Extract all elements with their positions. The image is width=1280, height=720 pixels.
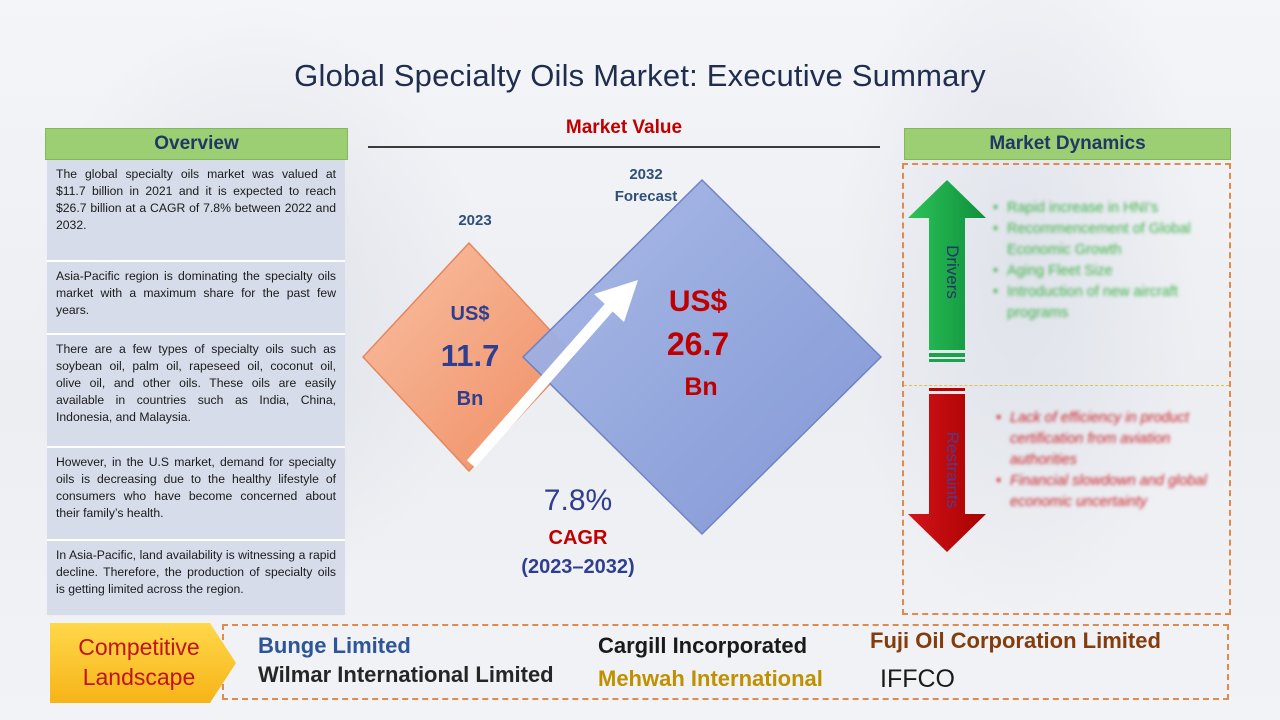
drivers-arrow — [908, 180, 986, 362]
restraints-label: Restraints — [943, 432, 962, 509]
company-name: Mehwah International — [598, 666, 823, 691]
market-value-heading: Market Value — [565, 117, 683, 138]
company-name: Fuji Oil Corporation Limited — [870, 628, 1161, 653]
driver-item: Introduction of new aircraft programs — [993, 282, 1213, 324]
overview-paragraph: Asia-Pacific region is dominating the sp… — [47, 262, 345, 335]
year-2023-label: 2023 — [458, 212, 492, 229]
company-name: Wilmar International Limited — [258, 662, 554, 687]
competitive-landscape-tag — [50, 623, 236, 703]
driver-item: Aging Fleet Size — [993, 261, 1213, 282]
blue-diamond — [521, 178, 883, 536]
company-name: IFFCO — [880, 665, 955, 693]
value-2032-unit: Bn — [684, 373, 718, 401]
value-2032-number: 26.7 — [666, 326, 730, 362]
restraints-arrow — [908, 388, 986, 552]
restraints-list: Lack of efficiency in product certificat… — [996, 408, 1216, 513]
driver-item: Rapid increase in HNI’s — [993, 198, 1213, 219]
overview-paragraph: In Asia-Pacific, land availability is wi… — [47, 541, 345, 615]
company-name: Bunge Limited — [258, 633, 411, 658]
growth-arrow-shaft — [466, 300, 617, 468]
value-2023-currency: US$ — [450, 303, 490, 325]
cl-label-line1: Competitive — [78, 634, 200, 660]
cl-label-line2: Landscape — [82, 664, 196, 690]
company-name: Cargill Incorporated — [598, 633, 808, 658]
market-dynamics-box — [902, 163, 1231, 615]
overview-paragraph: However, in the U.S market, demand for s… — [47, 448, 345, 541]
overview-heading: Overview — [45, 128, 348, 160]
competitive-landscape-label: Competitive Landscape — [50, 632, 228, 692]
restraint-item: Lack of efficiency in product certificat… — [996, 408, 1216, 471]
value-2032-currency: US$ — [668, 285, 728, 318]
value-2023-unit: Bn — [456, 388, 484, 410]
driver-item: Recommencement of Global Economic Growth — [993, 219, 1213, 261]
growth-arrow-head — [594, 280, 638, 322]
year-2032-label: 2032 Forecast — [596, 164, 696, 208]
drivers-list: Rapid increase in HNI’s Recommencement o… — [993, 198, 1213, 324]
restraint-item: Financial slowdown and global economic u… — [996, 471, 1216, 513]
overview-paragraph: The global specialty oils market was val… — [47, 160, 345, 262]
year-2032: 2032 — [629, 166, 663, 183]
drivers-label: Drivers — [943, 245, 962, 299]
overview-paragraph: There are a few types of specialty oils … — [47, 335, 345, 448]
page-title: Global Specialty Oils Market: Executive … — [294, 58, 986, 93]
market-value-divider — [368, 146, 880, 148]
cagr-period: (2023–2032) — [521, 556, 635, 578]
cagr-value: 7.8% — [543, 484, 613, 517]
forecast-note: Forecast — [614, 188, 678, 205]
market-dynamics-heading: Market Dynamics — [904, 128, 1231, 160]
dynamics-divider — [904, 385, 1229, 386]
cagr-label: CAGR — [548, 527, 608, 549]
value-2023-number: 11.7 — [440, 338, 500, 373]
